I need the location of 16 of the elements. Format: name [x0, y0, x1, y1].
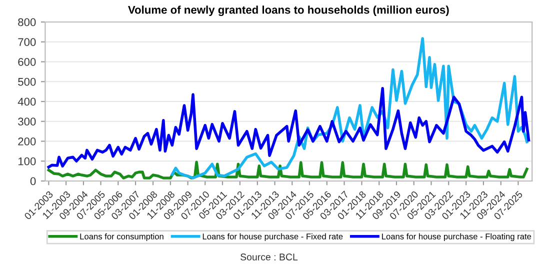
y-tick-label: 200: [18, 138, 36, 146]
legend-label: Loans for house purchase - Fixed rate: [202, 233, 343, 242]
line-series: [47, 160, 528, 180]
y-tick-label: 800: [18, 18, 36, 26]
y-tick-label: 500: [18, 78, 36, 86]
line-series: [47, 86, 530, 168]
y-tick-label: 400: [18, 98, 36, 106]
y-tick-label: 600: [18, 58, 36, 66]
y-tick-label: 700: [18, 38, 36, 46]
y-tick-label: 300: [18, 118, 36, 126]
legend-label: Loans for house purchase - Floating rate: [382, 233, 532, 242]
chart-title: Volume of newly granted loans to households (million euros): [128, 6, 449, 16]
legend-label: Loans for consumption: [80, 233, 164, 242]
y-tick-label: 100: [18, 157, 36, 166]
source-note: Source : BCL: [240, 254, 298, 260]
y-tick-label: 0: [30, 177, 36, 186]
